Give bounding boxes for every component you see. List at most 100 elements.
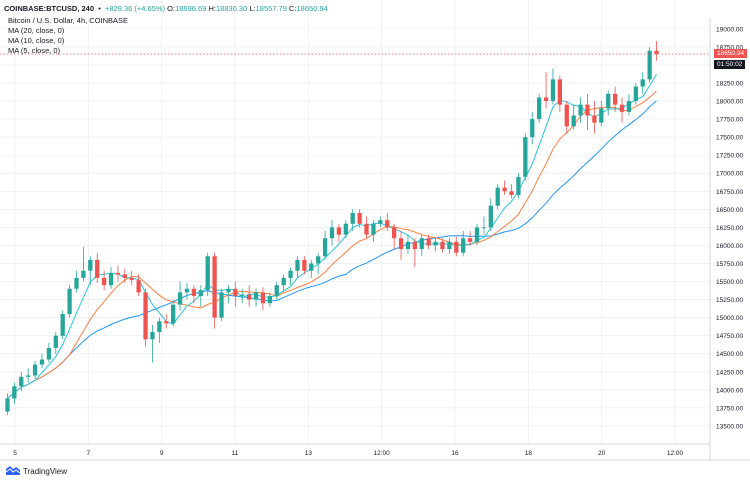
y-tick-label: 17500.00 bbox=[716, 135, 743, 142]
candle-body bbox=[184, 288, 190, 293]
candle-body bbox=[440, 241, 445, 250]
candle bbox=[115, 265, 121, 282]
candle bbox=[398, 231, 404, 260]
candle bbox=[88, 256, 93, 286]
candle-body bbox=[253, 292, 259, 300]
candle-body bbox=[612, 93, 618, 105]
candle-body bbox=[53, 335, 58, 348]
candle bbox=[32, 360, 38, 380]
candle bbox=[295, 256, 300, 278]
candle-body bbox=[316, 256, 321, 264]
y-tick-label: 14500.00 bbox=[716, 351, 743, 358]
candle bbox=[233, 281, 238, 307]
candle-body bbox=[198, 290, 203, 296]
y-tick-label: 15500.00 bbox=[716, 279, 743, 286]
y-tick-label: 15000.00 bbox=[716, 315, 743, 322]
candle-body bbox=[46, 347, 52, 360]
candle-body bbox=[212, 256, 217, 318]
ma5-legend[interactable]: MA (5, close, 0) bbox=[8, 46, 61, 55]
candle-body bbox=[32, 364, 38, 376]
candle-body bbox=[481, 227, 487, 229]
candle-body bbox=[599, 108, 604, 123]
candle bbox=[481, 216, 487, 235]
candle-body bbox=[309, 263, 314, 271]
candle-body bbox=[364, 223, 369, 235]
candle-body bbox=[81, 270, 86, 278]
candle bbox=[253, 288, 259, 307]
time-axis[interactable]: 5 7 9 11 13 12:00 16 18 20 12:00 bbox=[13, 450, 683, 457]
candle bbox=[543, 72, 549, 109]
candle-body bbox=[509, 191, 514, 195]
candle bbox=[523, 133, 528, 181]
candle-body bbox=[191, 288, 197, 296]
candle bbox=[309, 259, 314, 278]
candle-body bbox=[12, 386, 17, 399]
candle bbox=[433, 238, 438, 252]
candle bbox=[495, 184, 500, 210]
y-tick-label: 14250.00 bbox=[716, 369, 743, 376]
y-tick-label: 17750.00 bbox=[716, 117, 743, 124]
x-tick-label: 18 bbox=[525, 450, 533, 457]
candle-body bbox=[88, 259, 93, 271]
ma10-legend[interactable]: MA (10, close, 0) bbox=[8, 36, 65, 45]
candle bbox=[157, 317, 162, 343]
y-tick-label: 16000.00 bbox=[716, 243, 743, 250]
candle-body bbox=[564, 104, 569, 127]
candle-body bbox=[433, 241, 438, 246]
y-tick-label: 19000.00 bbox=[716, 26, 743, 33]
symbol-label[interactable]: COINBASE:BTCUSD, 240 bbox=[4, 4, 95, 13]
open-label: O: bbox=[167, 4, 176, 13]
candle-body bbox=[516, 176, 521, 195]
ma10-line bbox=[7, 90, 657, 399]
y-tick-label: 16500.00 bbox=[716, 207, 743, 214]
candle-body bbox=[633, 86, 638, 102]
candle bbox=[19, 371, 24, 392]
last-price-tag: 18650.94 bbox=[714, 49, 748, 59]
candle-body bbox=[5, 398, 10, 412]
candle-body bbox=[122, 274, 127, 278]
candles bbox=[5, 41, 659, 416]
candle bbox=[350, 209, 355, 231]
price-axis[interactable]: 13500.00 13750.00 14000.00 14250.00 14500.00… bbox=[716, 26, 743, 430]
candle bbox=[550, 68, 556, 105]
candle-body bbox=[288, 270, 293, 278]
candle bbox=[364, 216, 369, 239]
y-tick-label: 13500.00 bbox=[716, 423, 743, 430]
candle-body bbox=[171, 304, 176, 324]
candle bbox=[136, 274, 141, 296]
x-tick-label: 20 bbox=[598, 450, 606, 457]
y-tick-label: 14000.00 bbox=[716, 387, 743, 394]
candle bbox=[177, 281, 183, 311]
candle bbox=[329, 220, 335, 246]
candle bbox=[440, 238, 445, 253]
candle bbox=[171, 299, 176, 327]
candle-body bbox=[385, 220, 390, 228]
series-legend[interactable]: Bitcoin / U.S. Dollar, 4h, COINBASE bbox=[8, 16, 129, 25]
ma20-legend[interactable]: MA (20, close, 0) bbox=[8, 26, 65, 35]
candle-body bbox=[571, 115, 576, 127]
candle bbox=[599, 101, 604, 127]
candle-body bbox=[640, 79, 645, 87]
candle-body bbox=[378, 220, 383, 224]
tradingview-logo[interactable]: TradingView bbox=[6, 466, 67, 476]
candle bbox=[74, 270, 79, 293]
y-tick-label: 17000.00 bbox=[716, 171, 743, 178]
candle bbox=[53, 332, 58, 354]
x-tick-label: 7 bbox=[87, 450, 91, 457]
candle-body bbox=[260, 292, 266, 304]
candle bbox=[592, 101, 597, 134]
y-tick-label: 15750.00 bbox=[716, 261, 743, 268]
x-tick-label: 9 bbox=[160, 450, 164, 457]
candle bbox=[212, 252, 217, 329]
candle bbox=[95, 252, 100, 283]
candle bbox=[246, 285, 252, 307]
candle-body bbox=[343, 223, 348, 235]
candle bbox=[633, 82, 638, 105]
candle bbox=[143, 288, 148, 347]
candle bbox=[260, 287, 266, 311]
candle bbox=[226, 285, 231, 304]
moving-averages bbox=[7, 74, 657, 399]
candle bbox=[81, 246, 86, 282]
candle-body bbox=[101, 277, 107, 286]
